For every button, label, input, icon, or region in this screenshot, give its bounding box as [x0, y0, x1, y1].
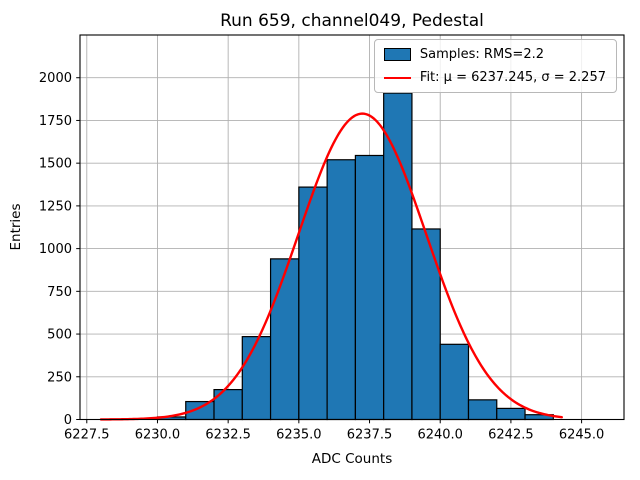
legend-label-samples: Samples: RMS=2.2 — [419, 47, 545, 62]
x-tick-label: 6227.5 — [64, 428, 110, 443]
y-tick-label: 0 — [64, 413, 72, 428]
fit-line-swatch-icon — [383, 76, 411, 79]
histogram-bar — [241, 336, 272, 421]
histogram-bar — [383, 92, 413, 421]
y-tick-label: 1750 — [39, 114, 72, 129]
x-tick-label: 6245.0 — [559, 428, 605, 443]
y-axis-label: Entries — [8, 203, 24, 251]
histogram-bar — [467, 399, 498, 421]
histogram-bar — [326, 159, 356, 421]
y-tick-label: 250 — [47, 370, 72, 385]
y-tick-label: 2000 — [39, 71, 72, 86]
y-tick-label: 1500 — [39, 157, 72, 172]
gaussian-fit-curve — [99, 112, 563, 421]
x-tick-label: 6235.0 — [276, 428, 322, 443]
legend-item-fit: Fit: μ = 6237.245, σ = 2.257 — [383, 70, 606, 85]
x-axis-label: ADC Counts — [311, 451, 393, 467]
histogram-bar — [411, 228, 441, 421]
y-tick-label: 1250 — [39, 199, 72, 214]
y-tick-label: 1000 — [39, 242, 72, 257]
x-tick-label: 6242.5 — [488, 428, 534, 443]
x-tick-label: 6232.5 — [205, 428, 251, 443]
legend: Samples: RMS=2.2 Fit: μ = 6237.245, σ = … — [373, 39, 617, 93]
legend-item-samples: Samples: RMS=2.2 — [383, 47, 606, 62]
x-tick-label: 6237.5 — [347, 428, 393, 443]
y-tick-label: 500 — [47, 328, 72, 343]
x-tick-label: 6230.0 — [135, 428, 181, 443]
histogram-bar — [496, 407, 526, 421]
axes-spines — [79, 34, 625, 421]
y-tick-label: 750 — [47, 285, 72, 300]
histogram-bar — [439, 343, 470, 421]
histogram-bar — [354, 154, 385, 421]
legend-label-fit: Fit: μ = 6237.245, σ = 2.257 — [419, 70, 606, 85]
histogram-bar — [269, 258, 300, 421]
histogram-swatch-icon — [383, 48, 411, 61]
chart-title: Run 659, channel049, Pedestal — [220, 11, 484, 31]
x-tick-label: 6240.0 — [417, 428, 463, 443]
histogram-bar — [298, 186, 328, 421]
